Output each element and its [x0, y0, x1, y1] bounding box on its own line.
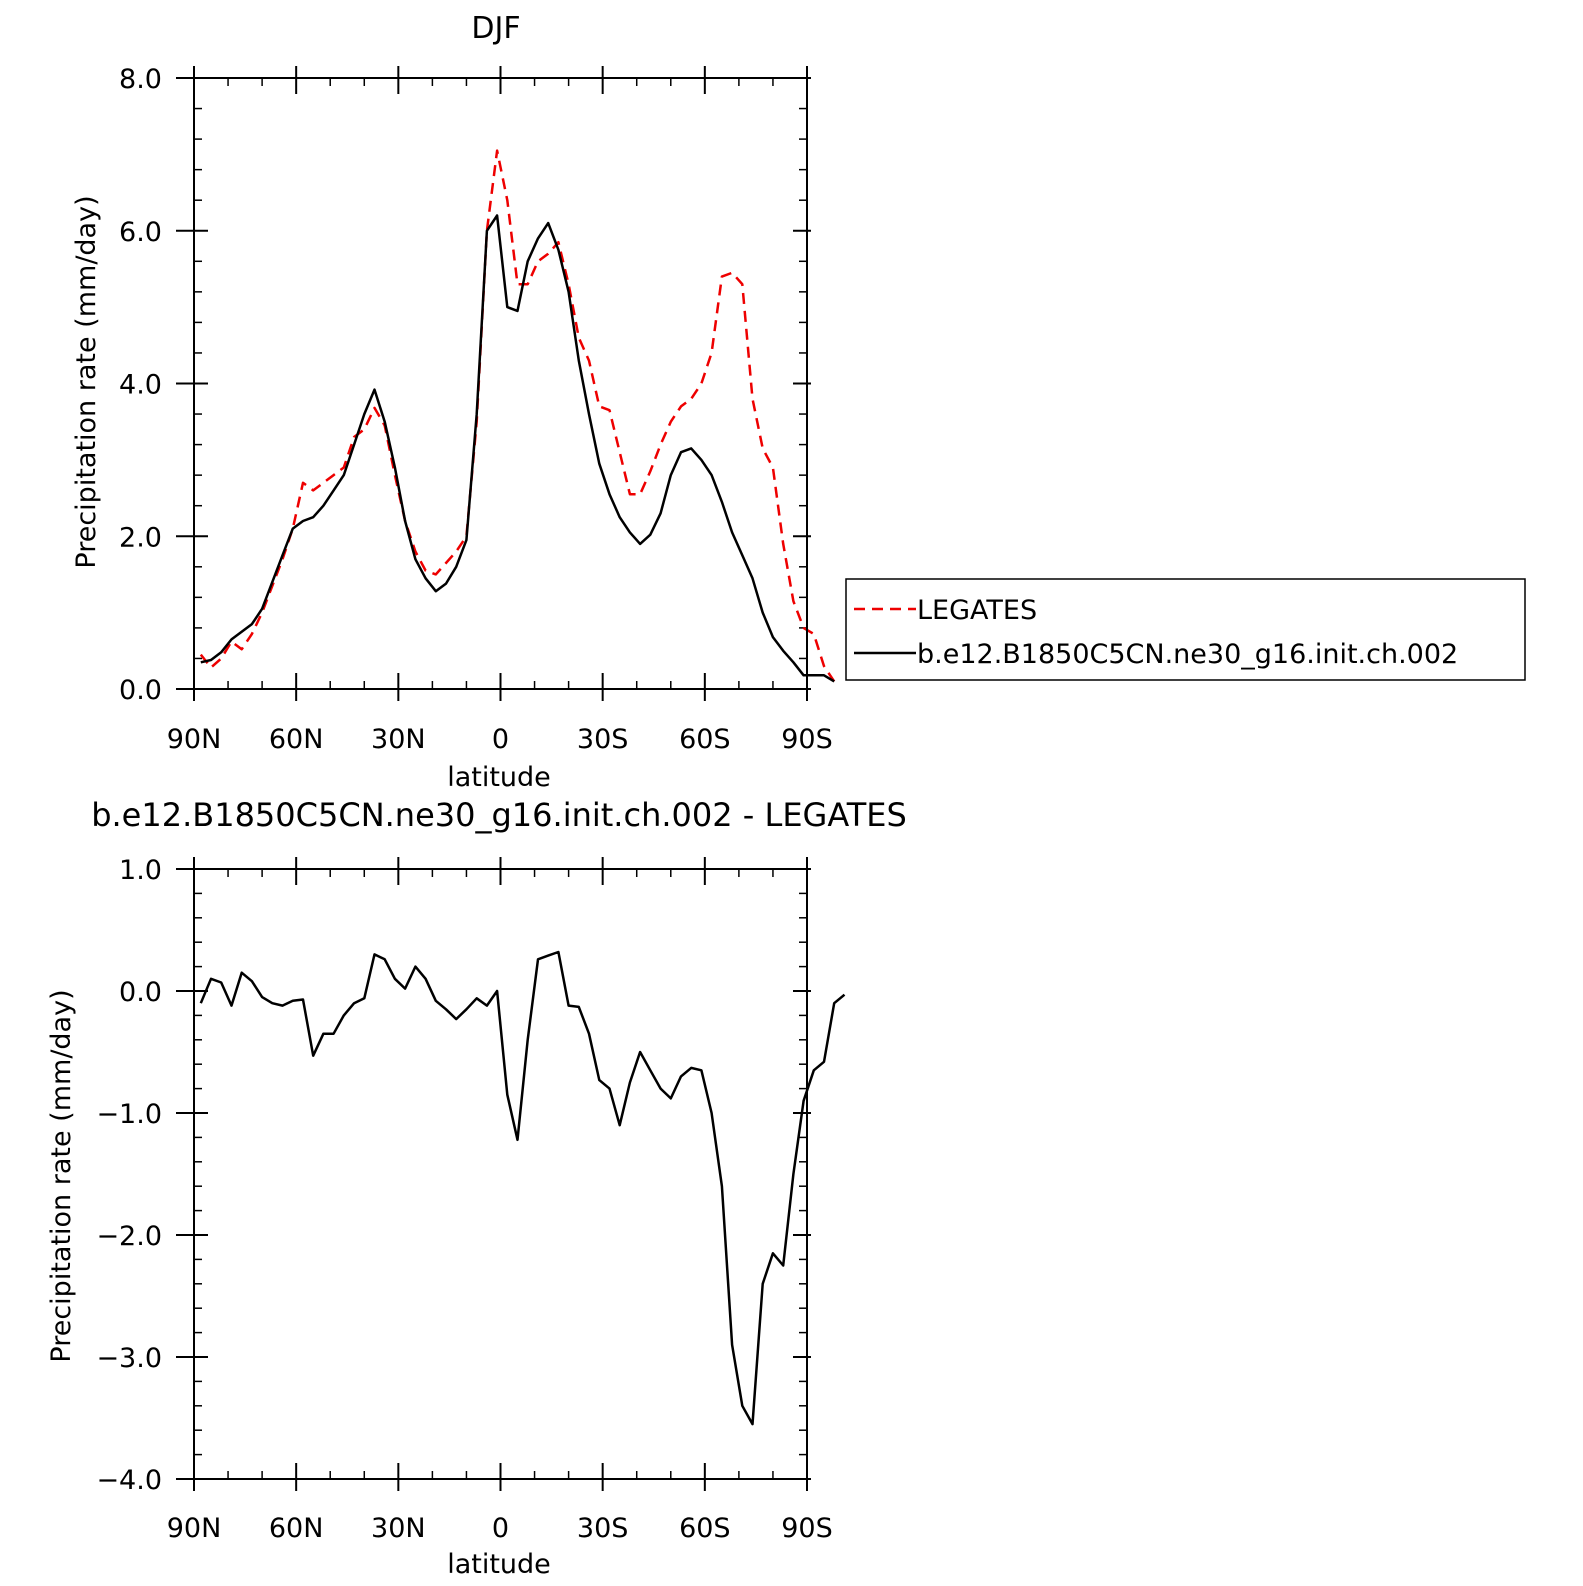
top-series-line-1	[200, 214, 835, 683]
bottom-xtick-label-5: 60S	[679, 1513, 731, 1544]
bottom-xtick-label-3: 0	[492, 1513, 509, 1544]
bottom-ytick-label-3: −2.0	[96, 1221, 162, 1252]
bottom-plot-frame	[193, 868, 808, 1480]
top-ytick-label-2: 4.0	[119, 370, 162, 401]
bottom-xtick-label-4: 30S	[577, 1513, 629, 1544]
top-xtick-label-0: 90N	[167, 724, 222, 755]
top-ytick-label-3: 6.0	[119, 217, 162, 248]
bottom-y-axis-label: Precipitation rate (mm/day)	[46, 989, 77, 1362]
top-chart-title: DJF	[471, 11, 520, 46]
legend: LEGATES b.e12.B1850C5CN.ne30_g16.init.ch…	[845, 578, 1526, 681]
bottom-xtick-label-6: 90S	[781, 1513, 833, 1544]
top-y-axis-label: Precipitation rate (mm/day)	[71, 195, 102, 568]
top-series	[199, 149, 836, 683]
bottom-series-line-0	[199, 950, 846, 1426]
bottom-series	[199, 950, 846, 1426]
bottom-ytick-label-0: 1.0	[119, 855, 162, 886]
bottom-xtick-label-0: 90N	[167, 1513, 222, 1544]
bottom-ytick-label-4: −3.0	[96, 1343, 162, 1374]
bottom-panel: b.e12.B1850C5CN.ne30_g16.init.ch.002 - L…	[46, 796, 907, 1580]
bottom-x-axis-label: latitude	[447, 1549, 551, 1580]
bottom-tick-labels: 90N 60N 30N 0 30S 60S 90S 1.0 0.0 −1.0 −2.0 −3.0 −4.…	[96, 855, 832, 1544]
top-plot-frame	[193, 77, 808, 690]
legend-box	[845, 578, 1526, 681]
top-xtick-label-2: 30N	[371, 724, 426, 755]
top-series-line-0	[199, 149, 836, 683]
top-panel: DJF Precipitation rate (mm/day) latitude…	[71, 11, 836, 793]
top-xtick-label-3: 0	[492, 724, 509, 755]
legend-label-legates: LEGATES	[917, 595, 1037, 626]
top-xtick-label-6: 90S	[781, 724, 833, 755]
top-xtick-label-4: 30S	[577, 724, 629, 755]
bottom-ytick-label-1: 0.0	[119, 977, 162, 1008]
bottom-axis-ticks	[176, 857, 811, 1491]
bottom-xtick-label-2: 30N	[371, 1513, 426, 1544]
bottom-ytick-label-5: −4.0	[96, 1465, 162, 1496]
legend-label-model: b.e12.B1850C5CN.ne30_g16.init.ch.002	[917, 639, 1458, 670]
top-xtick-label-1: 60N	[269, 724, 324, 755]
bottom-xtick-label-1: 60N	[269, 1513, 324, 1544]
top-ytick-label-1: 2.0	[119, 522, 162, 553]
bottom-ytick-label-2: −1.0	[96, 1099, 162, 1130]
bottom-chart-title: b.e12.B1850C5CN.ne30_g16.init.ch.002 - L…	[91, 796, 907, 834]
top-ytick-label-4: 8.0	[119, 64, 162, 95]
top-x-axis-label: latitude	[447, 762, 551, 793]
top-tick-labels: 90N 60N 30N 0 30S 60S 90S 0.0 2.0 4.0 6.0 8.0	[119, 64, 833, 755]
top-xtick-label-5: 60S	[679, 724, 731, 755]
top-ytick-label-0: 0.0	[119, 675, 162, 706]
